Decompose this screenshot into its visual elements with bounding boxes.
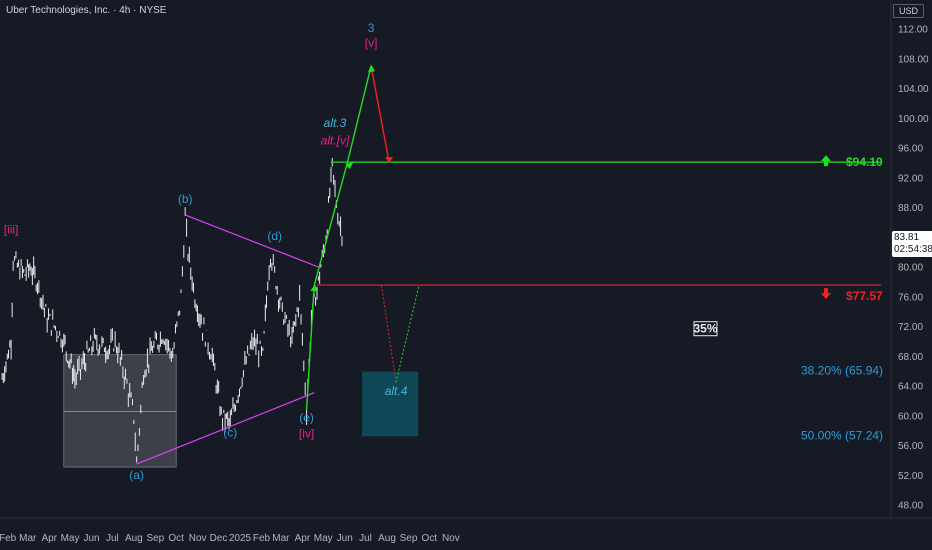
wave-label-c: (c) — [223, 426, 237, 440]
x-tick-label: Nov — [189, 533, 207, 544]
fib-38-label: 38.20% (65.94) — [801, 364, 883, 378]
arrowhead — [368, 64, 376, 73]
x-tick-label: Jul — [359, 533, 372, 544]
x-tick-label: Aug — [378, 533, 396, 544]
countdown-timer: 02:54:38 — [894, 244, 932, 255]
wave-label-alt4: alt.4 — [385, 384, 408, 398]
x-tick-label: Aug — [125, 533, 143, 544]
wave-label-3: 3 — [368, 21, 375, 35]
reversal-line — [370, 66, 390, 163]
y-tick-label: 60.00 — [898, 411, 923, 422]
y-tick-label: 64.00 — [898, 382, 923, 393]
impulse-line-3 — [346, 66, 372, 163]
impulse-line-2 — [313, 161, 349, 286]
triangle-upper-line — [184, 214, 319, 268]
y-tick-label: 96.00 — [898, 144, 923, 155]
wave-label-iii: [iii] — [4, 223, 19, 237]
impulse-line-1 — [305, 285, 315, 410]
wave-label-alt3: alt.3 — [324, 116, 347, 130]
correction-zone-box — [63, 354, 177, 468]
y-tick-label: 72.00 — [898, 322, 923, 333]
x-tick-label: Mar — [19, 533, 37, 544]
y-tick-label: 76.00 — [898, 292, 923, 303]
probability-badge-frame — [693, 321, 718, 337]
y-tick-label: 100.00 — [898, 114, 929, 125]
alt-drop-line — [380, 285, 397, 383]
last-price-value: 83.81 — [894, 232, 920, 243]
price-axis[interactable] — [891, 0, 932, 518]
arrowhead — [345, 162, 354, 170]
x-tick-label: Feb — [253, 533, 271, 544]
fib-50-label: 50.00% (57.24) — [801, 428, 883, 442]
y-tick-label: 52.00 — [898, 471, 923, 482]
arrow-up-icon — [821, 155, 831, 167]
probability-badge: 35% — [693, 321, 718, 337]
x-tick-label: Sep — [146, 533, 164, 544]
currency-button[interactable]: USD — [893, 4, 925, 18]
wave-label-b: (b) — [178, 192, 193, 206]
x-tick-label: Mar — [272, 533, 290, 544]
y-tick-label: 56.00 — [898, 441, 923, 452]
triangle-lower-line — [136, 392, 315, 465]
x-tick-label: 2025 — [229, 533, 252, 544]
x-tick-label: Nov — [442, 533, 460, 544]
last-price-tag: 83.81 02:54:38 — [892, 231, 932, 257]
y-tick-label: 108.00 — [898, 54, 929, 65]
x-tick-label: Jul — [106, 533, 119, 544]
x-tick-label: Sep — [400, 533, 418, 544]
x-tick-label: May — [314, 533, 333, 544]
wave-label-alt-v: alt.[v] — [321, 133, 350, 147]
x-tick-label: Apr — [41, 533, 57, 544]
x-tick-label: Dec — [210, 533, 228, 544]
x-tick-label: Feb — [0, 533, 17, 544]
alt-rise-line — [395, 285, 420, 383]
x-tick-label: Jun — [337, 533, 353, 544]
wave-label-e: (e) — [299, 411, 314, 425]
chart-title: Uber Technologies, Inc. · 4h · NYSE — [6, 5, 167, 16]
probability-label: 35% — [693, 322, 717, 336]
arrowhead — [310, 284, 318, 292]
x-tick-label: Jun — [83, 533, 99, 544]
x-tick-label: Apr — [295, 533, 311, 544]
x-tick-label: Oct — [422, 533, 438, 544]
y-tick-label: 92.00 — [898, 173, 923, 184]
y-tick-label: 80.00 — [898, 263, 923, 274]
wave-label-a: (a) — [129, 468, 144, 482]
wave-label-d: (d) — [267, 229, 282, 243]
wave-label-iv: [iv] — [299, 426, 314, 440]
x-tick-label: May — [61, 533, 80, 544]
resistance-price-label: $94.10 — [846, 155, 883, 169]
wave-label-v: [v] — [365, 36, 378, 50]
y-tick-label: 48.00 — [898, 501, 923, 512]
arrow-down-icon — [821, 288, 831, 300]
y-tick-label: 104.00 — [898, 84, 929, 95]
fib-target-box — [362, 371, 419, 437]
support-price-label: $77.57 — [846, 289, 883, 303]
y-tick-label: 88.00 — [898, 203, 923, 214]
y-tick-label: 112.00 — [898, 25, 928, 36]
arrowhead — [385, 157, 394, 164]
y-tick-label: 68.00 — [898, 352, 923, 363]
x-tick-label: Oct — [168, 533, 184, 544]
